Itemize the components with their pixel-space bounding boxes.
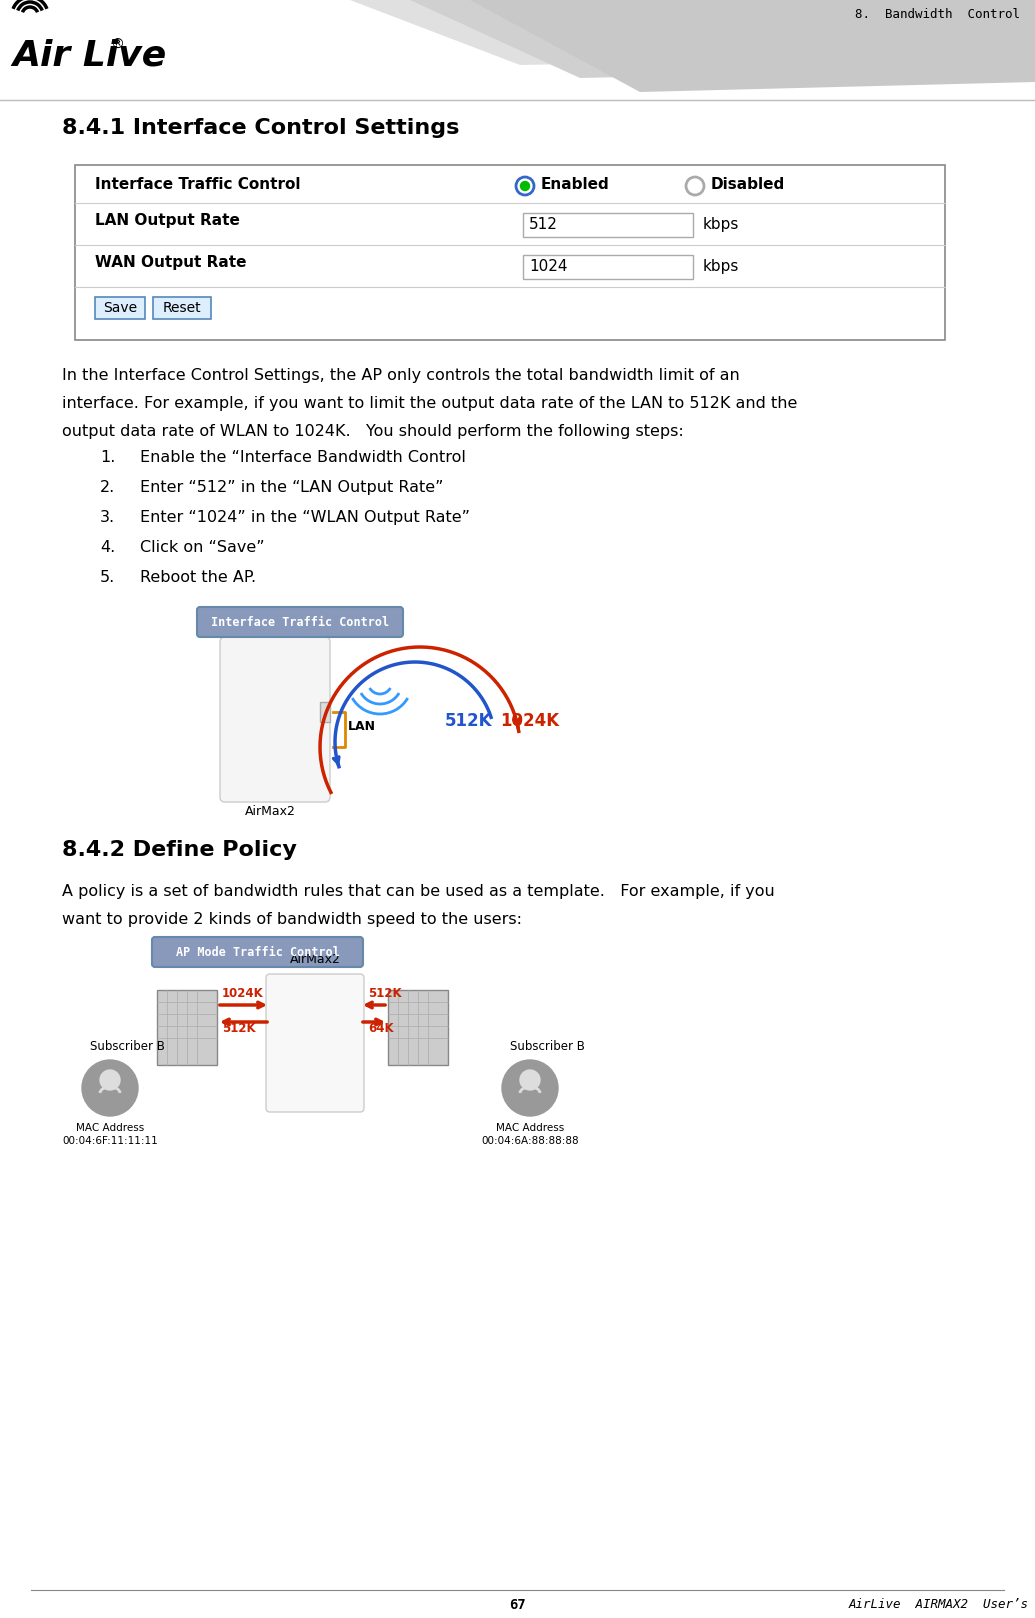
- FancyBboxPatch shape: [523, 214, 693, 236]
- Circle shape: [502, 1060, 558, 1116]
- Text: 1024K: 1024K: [221, 987, 264, 1000]
- Text: In the Interface Control Settings, the AP only controls the total bandwidth limi: In the Interface Control Settings, the A…: [62, 367, 740, 383]
- FancyBboxPatch shape: [197, 607, 403, 637]
- Text: kbps: kbps: [703, 217, 739, 231]
- Circle shape: [520, 1069, 540, 1091]
- Text: 2.: 2.: [100, 481, 115, 495]
- Text: AirMax2: AirMax2: [245, 806, 296, 819]
- FancyBboxPatch shape: [153, 298, 211, 319]
- Text: Save: Save: [102, 301, 137, 316]
- FancyBboxPatch shape: [266, 974, 364, 1112]
- Text: Subscriber B: Subscriber B: [90, 1040, 165, 1053]
- FancyBboxPatch shape: [220, 637, 330, 803]
- FancyBboxPatch shape: [75, 165, 945, 340]
- Circle shape: [82, 1060, 138, 1116]
- Text: 1024: 1024: [529, 259, 567, 273]
- Text: 8.  Bandwidth  Control: 8. Bandwidth Control: [855, 8, 1021, 21]
- Text: 64K: 64K: [368, 1023, 393, 1036]
- Text: Enter “1024” in the “WLAN Output Rate”: Enter “1024” in the “WLAN Output Rate”: [140, 510, 470, 524]
- Text: Interface Traffic Control: Interface Traffic Control: [95, 176, 300, 193]
- Polygon shape: [410, 0, 1035, 78]
- Circle shape: [100, 1069, 120, 1091]
- Text: Enter “512” in the “LAN Output Rate”: Enter “512” in the “LAN Output Rate”: [140, 481, 444, 495]
- Polygon shape: [470, 0, 1035, 92]
- Polygon shape: [350, 0, 1035, 65]
- Text: AirLive  AIRMAX2  User’s  Manual: AirLive AIRMAX2 User’s Manual: [849, 1599, 1035, 1612]
- Text: Reboot the AP.: Reboot the AP.: [140, 570, 256, 586]
- Text: Air Live: Air Live: [12, 37, 167, 71]
- Text: Disabled: Disabled: [711, 176, 786, 193]
- Text: 1024K: 1024K: [500, 712, 559, 730]
- Text: MAC Address
00:04:6A:88:88:88: MAC Address 00:04:6A:88:88:88: [481, 1123, 579, 1146]
- Text: 1.: 1.: [100, 450, 115, 464]
- Text: Subscriber B: Subscriber B: [510, 1040, 585, 1053]
- Text: want to provide 2 kinds of bandwidth speed to the users:: want to provide 2 kinds of bandwidth spe…: [62, 913, 522, 927]
- Text: 3.: 3.: [100, 510, 115, 524]
- Text: kbps: kbps: [703, 259, 739, 273]
- FancyBboxPatch shape: [95, 298, 145, 319]
- FancyBboxPatch shape: [388, 990, 448, 1065]
- Text: 512: 512: [529, 217, 558, 231]
- Text: WAN Output Rate: WAN Output Rate: [95, 256, 246, 270]
- Text: LAN: LAN: [348, 720, 376, 733]
- Text: LAN Output Rate: LAN Output Rate: [95, 214, 240, 228]
- Text: 512K: 512K: [445, 712, 493, 730]
- Text: 67: 67: [509, 1599, 526, 1612]
- Text: Enabled: Enabled: [541, 176, 610, 193]
- Text: 8.4.1 Interface Control Settings: 8.4.1 Interface Control Settings: [62, 118, 460, 138]
- Text: Click on “Save”: Click on “Save”: [140, 540, 265, 555]
- Text: Interface Traffic Control: Interface Traffic Control: [211, 615, 389, 628]
- FancyBboxPatch shape: [523, 256, 693, 278]
- Text: AP Mode Traffic Control: AP Mode Traffic Control: [176, 945, 339, 958]
- Text: A policy is a set of bandwidth rules that can be used as a template.   For examp: A policy is a set of bandwidth rules tha…: [62, 883, 775, 900]
- Text: ®: ®: [110, 37, 124, 52]
- Text: 5.: 5.: [100, 570, 115, 586]
- FancyBboxPatch shape: [152, 937, 363, 968]
- Text: Reset: Reset: [162, 301, 202, 316]
- Text: interface. For example, if you want to limit the output data rate of the LAN to : interface. For example, if you want to l…: [62, 396, 797, 411]
- Text: Enable the “Interface Bandwidth Control: Enable the “Interface Bandwidth Control: [140, 450, 466, 464]
- Text: AirMax2: AirMax2: [290, 953, 341, 966]
- Text: 8.4.2 Define Policy: 8.4.2 Define Policy: [62, 840, 297, 861]
- Text: MAC Address
00:04:6F:11:11:11: MAC Address 00:04:6F:11:11:11: [62, 1123, 158, 1146]
- Text: output data rate of WLAN to 1024K.   You should perform the following steps:: output data rate of WLAN to 1024K. You s…: [62, 424, 684, 438]
- Circle shape: [521, 181, 530, 191]
- Text: 4.: 4.: [100, 540, 115, 555]
- FancyBboxPatch shape: [157, 990, 217, 1065]
- Text: 512K: 512K: [368, 987, 402, 1000]
- Text: 512K: 512K: [221, 1023, 256, 1036]
- FancyBboxPatch shape: [320, 702, 330, 722]
